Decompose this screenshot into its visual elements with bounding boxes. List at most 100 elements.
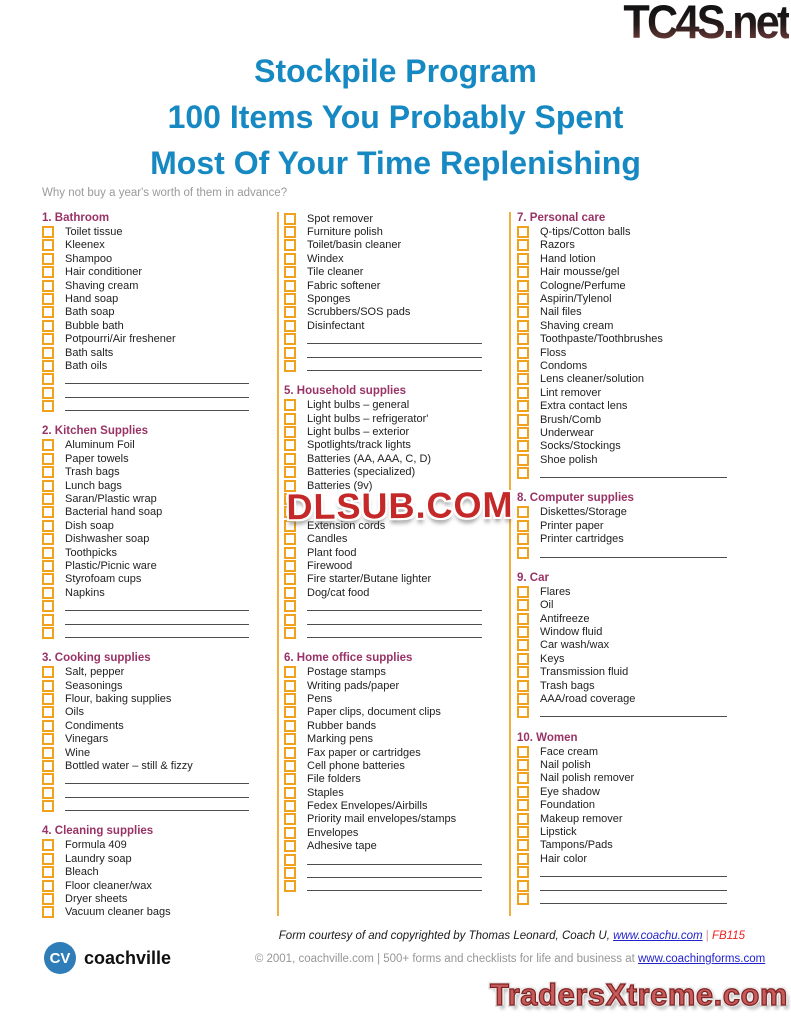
checkbox[interactable] [42,533,54,546]
write-in-line[interactable] [307,615,482,625]
checkbox[interactable] [517,839,529,852]
checkbox[interactable] [284,813,296,826]
checkbox[interactable] [42,719,54,732]
checkbox[interactable] [284,759,296,772]
checkbox[interactable] [284,439,296,452]
write-in-line[interactable] [307,334,482,345]
checkbox[interactable] [284,506,296,519]
write-in-line[interactable] [540,867,727,878]
write-in-line[interactable] [65,601,249,612]
checkbox[interactable] [42,573,54,586]
checkbox[interactable] [284,359,296,372]
write-in-line[interactable] [307,361,482,371]
checkbox[interactable] [517,639,529,652]
checkbox[interactable] [42,692,54,705]
checkbox[interactable] [284,679,296,692]
checkbox[interactable] [284,306,296,319]
checkbox[interactable] [284,706,296,719]
write-in-line[interactable] [540,881,727,891]
write-in-line[interactable] [307,881,482,892]
checkbox[interactable] [284,226,296,239]
checkbox[interactable] [517,612,529,625]
checkbox[interactable] [42,239,54,252]
checkbox[interactable] [517,426,529,439]
checkbox[interactable] [284,613,296,626]
checkbox[interactable] [284,426,296,439]
write-in-line[interactable] [65,388,249,398]
checkbox[interactable] [42,333,54,346]
checkbox[interactable] [42,466,54,479]
checkbox[interactable] [517,252,529,265]
checkbox[interactable] [517,666,529,679]
checkbox[interactable] [517,386,529,399]
checkbox[interactable] [42,493,54,505]
checkbox[interactable] [517,585,529,598]
checkbox[interactable] [42,892,54,905]
checkbox[interactable] [517,306,529,319]
checkbox[interactable] [517,453,529,466]
checkbox[interactable] [517,785,529,798]
checkbox[interactable] [284,319,296,332]
checkbox[interactable] [42,626,54,639]
checkbox[interactable] [517,892,529,905]
write-in-line[interactable] [65,801,249,812]
write-in-line[interactable] [307,601,482,612]
checkbox[interactable] [284,733,296,746]
checkbox[interactable] [284,466,296,479]
checkbox[interactable] [517,266,529,279]
checkbox[interactable] [42,252,54,265]
checkbox[interactable] [284,867,296,880]
checkbox[interactable] [517,852,529,865]
checkbox[interactable] [284,853,296,866]
checkbox[interactable] [517,812,529,825]
checkbox[interactable] [517,333,529,346]
checkbox[interactable] [284,586,296,599]
checkbox[interactable] [517,599,529,612]
checkbox[interactable] [284,239,296,252]
checkbox[interactable] [284,293,296,306]
checkbox[interactable] [42,546,54,559]
checkbox[interactable] [517,279,529,292]
checkbox[interactable] [42,519,54,532]
write-in-line[interactable] [307,868,482,879]
checkbox[interactable] [42,866,54,879]
write-in-line[interactable] [65,374,249,385]
checkbox[interactable] [42,906,54,919]
checkbox[interactable] [284,666,296,679]
checkbox[interactable] [517,519,529,532]
checkbox[interactable] [517,467,529,480]
checkbox[interactable] [517,679,529,692]
checkbox[interactable] [42,733,54,746]
checkbox[interactable] [284,573,296,586]
checkbox[interactable] [284,719,296,732]
write-in-line[interactable] [540,894,727,904]
checkbox[interactable] [517,239,529,252]
checkbox[interactable] [42,279,54,292]
checkbox[interactable] [42,319,54,332]
checkbox[interactable] [284,452,296,465]
checkbox[interactable] [42,613,54,626]
checkbox[interactable] [517,440,529,453]
checkbox[interactable] [42,706,54,719]
write-in-line[interactable] [65,615,249,625]
checkbox[interactable] [517,759,529,772]
checkbox[interactable] [42,800,54,813]
checkbox[interactable] [517,866,529,879]
checkbox[interactable] [42,586,54,599]
checkbox[interactable] [284,800,296,813]
checkbox[interactable] [284,252,296,265]
checkbox[interactable] [284,546,296,559]
checkbox[interactable] [42,359,54,372]
coachingforms-link[interactable]: www.coachingforms.com [637,953,766,965]
checkbox[interactable] [42,400,54,413]
checkbox[interactable] [517,359,529,372]
write-in-line[interactable] [307,855,482,865]
write-in-line[interactable] [540,548,727,558]
checkbox[interactable] [517,506,529,519]
checkbox[interactable] [42,852,54,865]
checkbox[interactable] [517,626,529,639]
checkbox[interactable] [284,692,296,705]
write-in-line[interactable] [65,788,249,798]
checkbox[interactable] [42,266,54,279]
checkbox[interactable] [284,279,296,292]
